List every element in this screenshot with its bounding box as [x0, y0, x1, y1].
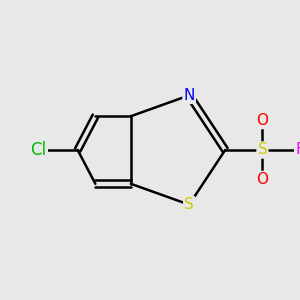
- Text: F: F: [295, 142, 300, 158]
- Text: Cl: Cl: [31, 141, 47, 159]
- Text: O: O: [256, 113, 268, 128]
- Text: N: N: [184, 88, 195, 103]
- Text: S: S: [184, 197, 194, 212]
- Text: S: S: [257, 142, 267, 158]
- Text: O: O: [256, 172, 268, 187]
